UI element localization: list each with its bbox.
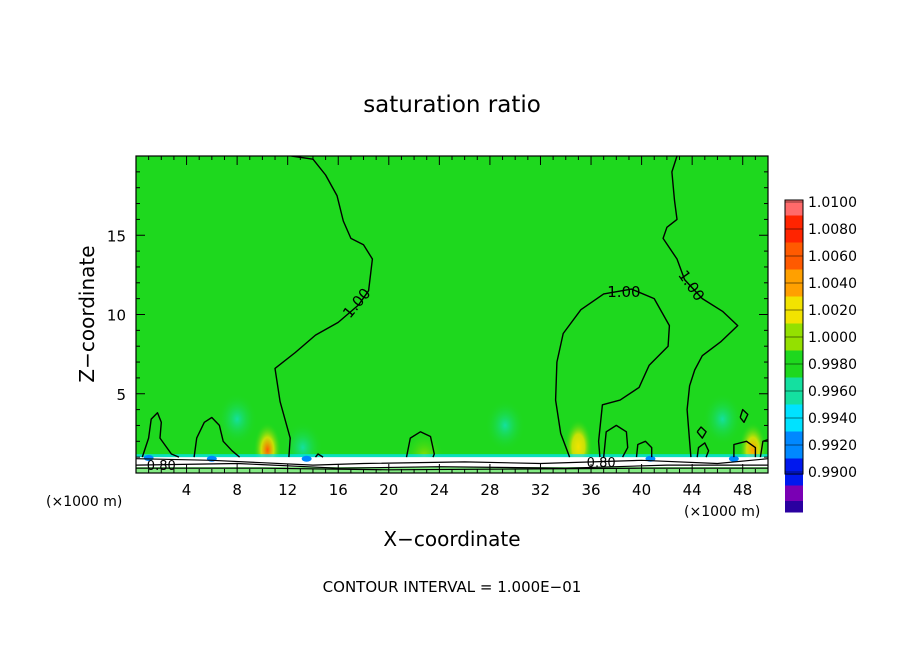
hotspot: [485, 399, 526, 452]
contour-line-0-80: [136, 458, 768, 466]
colorbar-label: 0.9920: [808, 438, 857, 454]
colorbar-label: 0.9940: [808, 411, 857, 427]
colorbar-label: 0.9980: [808, 357, 857, 373]
colorbar-label: 1.0040: [808, 276, 857, 292]
x-axis-ticks: 4 8 12 16 20 24 28 32 36 40 44 48: [148, 156, 756, 499]
y-tick-label: 15: [107, 227, 126, 245]
x-tick-label: 8: [232, 481, 242, 499]
contour-line-1-00: [405, 431, 435, 458]
contour-line-1-00: [603, 424, 629, 458]
contour-line-1-00: [193, 416, 241, 458]
colorbar-label: 0.9960: [808, 384, 857, 400]
colorbar-swatch: [785, 200, 803, 216]
x-axis-label: X−coordinate: [383, 527, 520, 551]
x-unit-right: (×1000 m): [684, 504, 760, 520]
y-tick-label: 10: [107, 307, 126, 325]
x-tick-label: 24: [430, 481, 449, 499]
contour-line-1-00: [274, 156, 374, 458]
x-tick-label: 12: [278, 481, 297, 499]
contour-line-1-00: [554, 288, 671, 458]
surface-blue-spot: [301, 455, 312, 462]
surface-blue-spot: [728, 455, 739, 462]
contour-interval-note: CONTOUR INTERVAL = 1.000E−01: [323, 578, 582, 596]
colorbar-label: 0.9900: [808, 465, 857, 481]
contour-label: 0.80: [147, 459, 176, 474]
x-tick-label: 36: [581, 481, 600, 499]
x-tick-label: 4: [182, 481, 192, 499]
contour-line-1-00: [662, 156, 739, 458]
colorbar: 1.0100 1.0080 1.0060 1.0040 1.0020 1.0000 0.99…: [784, 195, 857, 513]
hotspot: [702, 393, 743, 446]
contour-line-1-00: [733, 440, 757, 458]
contour-line-1-00: [314, 453, 324, 458]
contour-line-1-00: [696, 442, 710, 458]
contour-label: 0.80: [587, 456, 616, 471]
y-axis-ticks: 5 10 15: [107, 171, 768, 458]
colorbar-label: 1.0080: [808, 222, 857, 238]
surface-cyan-band: [136, 454, 768, 460]
x-unit-left: (×1000 m): [46, 494, 122, 510]
y-tick-label: 5: [116, 386, 126, 404]
contour-line-1-00: [141, 412, 180, 458]
colorbar-label: 1.0000: [808, 330, 857, 346]
x-tick-label: 16: [329, 481, 348, 499]
x-tick-label: 28: [480, 481, 499, 499]
contour-line-1-00: [696, 426, 707, 439]
x-tick-label: 40: [632, 481, 651, 499]
colorbar-label: 1.0100: [808, 195, 857, 211]
x-tick-label: 20: [379, 481, 398, 499]
contour-line-1-00: [739, 408, 749, 423]
colorbar-label: 1.0020: [808, 303, 857, 319]
y-axis-label: Z−coordinate: [75, 245, 99, 382]
contour-label: 1.00: [607, 283, 640, 301]
contour-lines: [136, 156, 768, 471]
x-tick-label: 48: [733, 481, 752, 499]
colorbar-swatch: [785, 485, 803, 501]
hotspot: [217, 393, 258, 446]
contour-line-1-00: [635, 440, 653, 458]
chart-title: saturation ratio: [363, 92, 541, 118]
contour-line-1-00: [759, 439, 768, 458]
x-tick-label: 32: [531, 481, 550, 499]
x-tick-label: 44: [683, 481, 702, 499]
colorbar-label: 1.0060: [808, 249, 857, 265]
